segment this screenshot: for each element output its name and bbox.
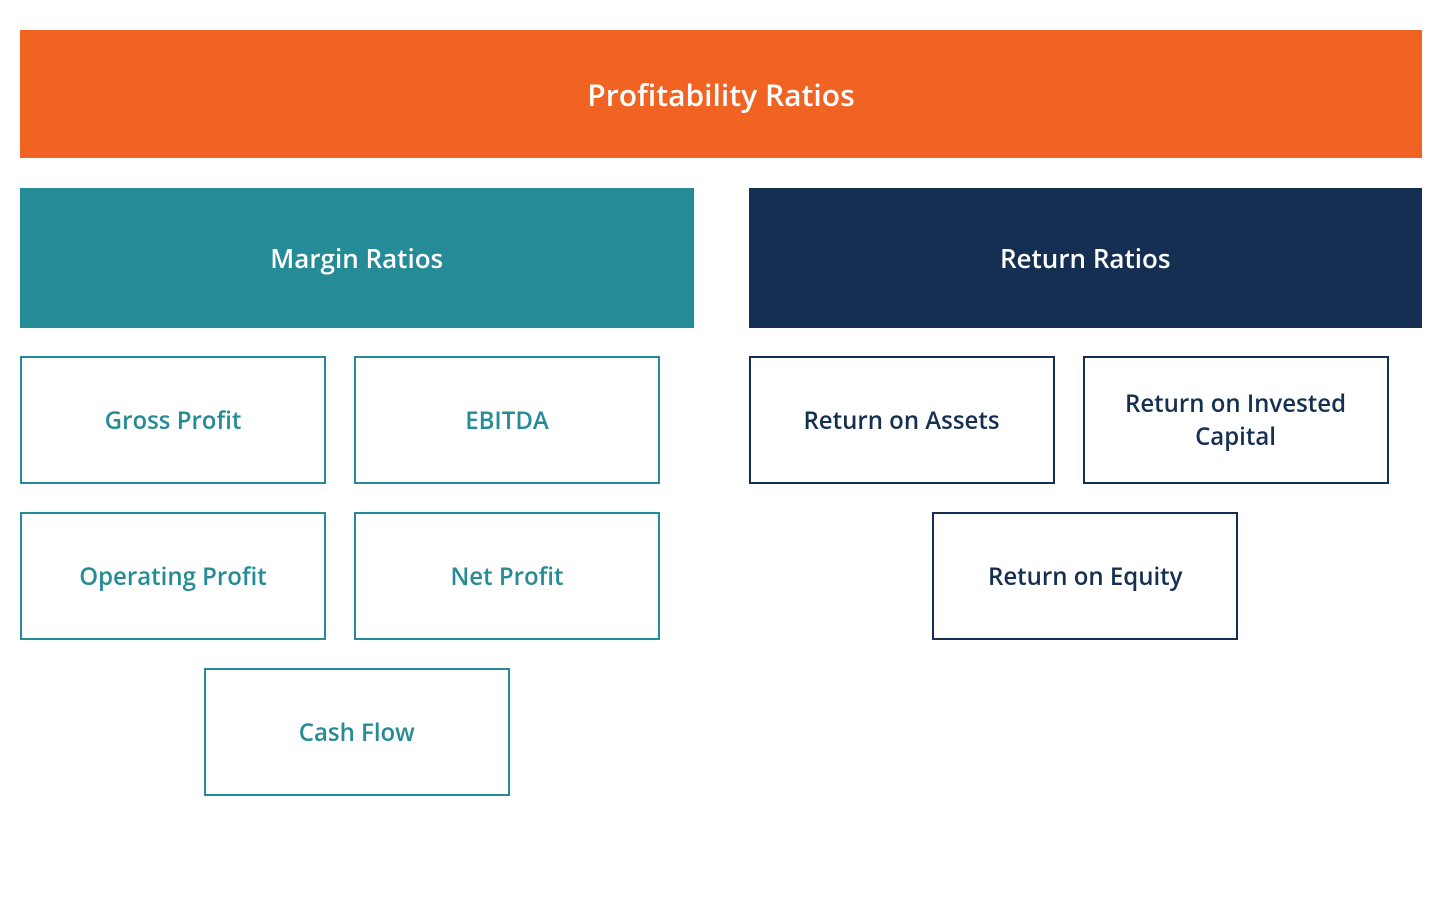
margin-ratios-header: Margin Ratios [20,188,694,328]
return-ratios-label: Return Ratios [1000,240,1171,276]
item-operating-profit: Operating Profit [20,512,326,640]
item-label: EBITDA [465,404,549,437]
item-label: Gross Profit [105,404,242,437]
margin-ratios-column: Margin Ratios Gross Profit EBITDA Operat… [20,188,694,796]
item-cash-flow: Cash Flow [204,668,510,796]
columns-wrapper: Margin Ratios Gross Profit EBITDA Operat… [20,188,1422,796]
item-label: Return on Assets [803,404,999,437]
item-label: Net Profit [451,560,564,593]
diagram-container: Profitability Ratios Margin Ratios Gross… [20,30,1422,796]
item-label: Return on Equity [988,560,1182,593]
item-net-profit: Net Profit [354,512,660,640]
return-items-row1: Return on Assets Return on Invested Capi… [749,356,1423,484]
return-ratios-column: Return Ratios Return on Assets Return on… [749,188,1423,796]
item-label: Cash Flow [299,716,415,749]
item-gross-profit: Gross Profit [20,356,326,484]
return-items-row2: Return on Equity [749,512,1423,640]
item-ebitda: EBITDA [354,356,660,484]
item-return-on-invested-capital: Return on Invested Capital [1083,356,1389,484]
item-return-on-assets: Return on Assets [749,356,1055,484]
margin-ratios-label: Margin Ratios [270,240,443,276]
item-label: Return on Invested Capital [1097,387,1375,453]
main-header-label: Profitability Ratios [587,74,854,115]
margin-items-row2: Operating Profit Net Profit [20,512,694,640]
return-ratios-header: Return Ratios [749,188,1423,328]
margin-items-row3: Cash Flow [20,668,694,796]
item-label: Operating Profit [79,560,267,593]
main-header: Profitability Ratios [20,30,1422,158]
margin-items-row1: Gross Profit EBITDA [20,356,694,484]
item-return-on-equity: Return on Equity [932,512,1238,640]
